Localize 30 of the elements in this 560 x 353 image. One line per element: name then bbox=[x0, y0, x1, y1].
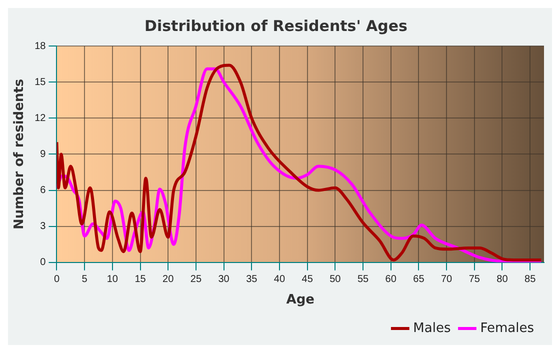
x-tick-label: 30 bbox=[218, 274, 230, 286]
y-axis-title: Number of residents bbox=[12, 78, 28, 230]
x-tick-label: 55 bbox=[357, 274, 370, 286]
y-tick-label: 3 bbox=[40, 221, 46, 232]
x-tick-label: 80 bbox=[496, 274, 508, 286]
y-tick-label: 6 bbox=[40, 185, 46, 196]
y-tick-label: 18 bbox=[34, 40, 46, 52]
x-tick-label: 40 bbox=[274, 274, 286, 286]
x-tick-label: 45 bbox=[302, 274, 314, 286]
x-tick-label: 75 bbox=[468, 274, 480, 286]
x-tick-label: 60 bbox=[385, 274, 397, 286]
x-tick-label: 0 bbox=[54, 274, 60, 286]
y-tick-label: 15 bbox=[34, 76, 46, 88]
x-axis-title: Age bbox=[286, 292, 315, 308]
x-tick-label: 10 bbox=[106, 274, 118, 286]
chart-title: Distribution of Residents' Ages bbox=[144, 16, 408, 35]
y-tick-label: 9 bbox=[40, 148, 46, 160]
y-tick-label: 12 bbox=[34, 112, 46, 124]
y-tick-label: 0 bbox=[40, 257, 46, 268]
legend-label: Females bbox=[480, 320, 534, 336]
x-tick-label: 85 bbox=[524, 274, 536, 286]
x-tick-label: 15 bbox=[134, 274, 146, 286]
x-tick-label: 65 bbox=[413, 274, 425, 286]
x-tick-label: 25 bbox=[190, 274, 202, 286]
legend-label: Males bbox=[413, 320, 451, 336]
x-tick-label: 70 bbox=[440, 274, 453, 286]
x-tick-label: 50 bbox=[330, 274, 342, 286]
x-tick-label: 20 bbox=[162, 274, 174, 286]
x-tick-label: 35 bbox=[246, 274, 258, 286]
x-tick-label: 5 bbox=[82, 274, 88, 286]
